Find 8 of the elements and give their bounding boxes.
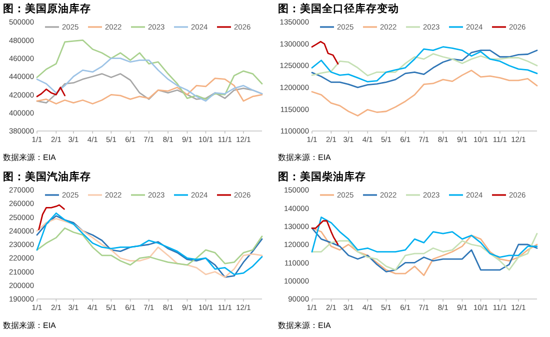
source-note: 数据来源：EIA [278, 153, 332, 162]
source-note: 数据来源：EIA [278, 321, 332, 330]
source-note: 数据来源：EIA [3, 321, 57, 330]
chart-title: 图：美国汽油库存 [3, 170, 91, 183]
chart-title: 图：美国原油库存 [3, 2, 91, 15]
chart-title: 图：美国全口径库存变动 [278, 2, 399, 15]
source-note: 数据来源：EIA [3, 153, 57, 162]
chart-title: 图：美国柴油库存 [278, 170, 366, 183]
